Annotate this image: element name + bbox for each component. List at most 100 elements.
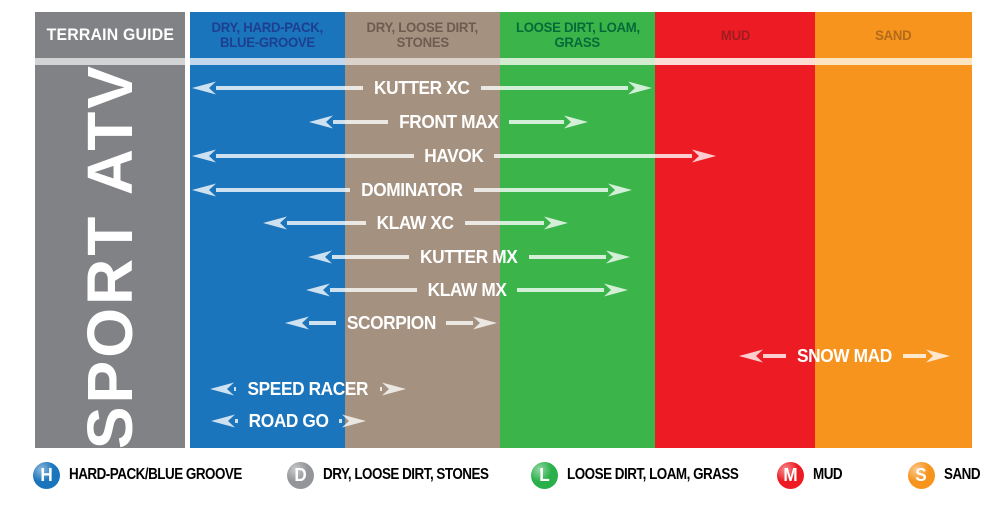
tire-range-row: DOMINATOR (192, 179, 633, 200)
legend-label: SAND (944, 466, 981, 483)
legend-item: H HARD-PACK/BLUE GROOVE (33, 461, 275, 489)
tire-name: KLAW XC (377, 212, 455, 233)
legend-circle-icon: H (33, 461, 60, 489)
tire-range-row: KLAW XC (263, 212, 569, 233)
arrowhead-right-icon (692, 149, 717, 163)
column-header-line2: GRASS (554, 34, 601, 50)
legend-item: D DRY, LOOSE DIRT, STONES (287, 461, 520, 489)
arrowhead-left-icon (309, 115, 333, 129)
arrow-line (235, 419, 238, 423)
legend-letter: M (783, 465, 798, 485)
arrowhead-left-icon (192, 149, 216, 163)
legend-letter: L (539, 465, 550, 485)
arrowhead-left-icon (192, 183, 216, 197)
legend-circle-icon: S (908, 461, 935, 489)
arrow-line (493, 154, 693, 158)
legend-label: LOOSE DIRT, LOAM, GRASS (567, 466, 739, 483)
tire-range-row: ROAD GO (211, 410, 367, 431)
arrow-line (309, 321, 336, 325)
arrow-line (332, 255, 410, 259)
tire-name: KUTTER MX (420, 246, 518, 267)
tire-range-row: KUTTER MX (308, 247, 630, 267)
arrow-line (517, 288, 605, 292)
arrowhead-right-icon (564, 115, 589, 129)
arrow-line (216, 188, 351, 192)
arrow-line (287, 221, 367, 225)
arrowhead-left-icon (210, 382, 234, 396)
arrowhead-left-icon (285, 316, 309, 330)
column-header-line1: LOOSE DIRT, LOAM, (515, 19, 640, 35)
tire-name: SNOW MAD (797, 345, 892, 366)
column-header-line1: DRY, LOOSE DIRT, (366, 19, 479, 35)
tire-name: FRONT MAX (398, 111, 499, 132)
arrow-line (216, 86, 364, 90)
arrowhead-left-icon (192, 81, 216, 95)
sport-atv-sidebar: SPORT ATV (35, 63, 185, 450)
column-header: MUD (655, 12, 815, 58)
arrowhead-right-icon (606, 250, 630, 264)
column-separator-strip (500, 58, 655, 65)
column-header: LOOSE DIRT, LOAM, GRASS (500, 12, 655, 58)
legend-circle-icon: M (777, 461, 804, 489)
column-body (815, 65, 972, 448)
arrow-line (509, 120, 565, 124)
arrow-line (330, 288, 417, 292)
tire-name: ROAD GO (248, 410, 329, 431)
arrowhead-right-icon (628, 81, 652, 95)
arrow-line (902, 354, 927, 358)
column-header-line2: BLUE-GROOVE (220, 34, 315, 50)
arrow-line (480, 86, 628, 90)
tire-name: HAVOK (424, 145, 484, 166)
terrain-guide-separator-strip (35, 58, 185, 65)
arrow-line (216, 154, 415, 158)
legend-item: S SAND (908, 461, 987, 489)
column-separator-strip (655, 58, 815, 65)
legend-letter: D (294, 465, 307, 485)
column-header: SAND (815, 12, 972, 58)
arrowhead-right-icon (608, 183, 633, 197)
arrow-line (339, 419, 343, 423)
tire-name: DOMINATOR (361, 179, 463, 200)
legend-label: HARD-PACK/BLUE GROOVE (69, 466, 242, 483)
legend-circle-icon: L (531, 461, 558, 489)
arrow-line (446, 321, 473, 325)
arrow-line (379, 387, 383, 391)
tire-range-row: SCORPION (285, 313, 497, 333)
legend-letter: H (40, 465, 53, 485)
arrow-line (473, 188, 609, 192)
column-header: DRY, LOOSE DIRT, STONES (345, 12, 500, 58)
arrowhead-left-icon (308, 250, 332, 264)
arrowhead-right-icon (382, 382, 407, 396)
column-separator-strip (815, 58, 972, 65)
legend-circle-icon: D (287, 461, 314, 489)
tire-name: KUTTER XC (374, 77, 470, 98)
arrowhead-right-icon (473, 316, 497, 330)
arrowhead-right-icon (342, 414, 367, 428)
column-header-line1: DRY, HARD-PACK, (211, 19, 324, 35)
column-header: DRY, HARD-PACK, BLUE-GROOVE (190, 12, 345, 58)
tire-range-row: HAVOK (192, 145, 717, 166)
legend-letter: S (915, 465, 928, 485)
column-separator-strip (345, 58, 500, 65)
legend-label: DRY, LOOSE DIRT, STONES (323, 466, 489, 483)
column-header-line2: STONES (396, 34, 449, 50)
arrow-line (763, 354, 787, 358)
tire-range-row: FRONT MAX (309, 111, 589, 132)
arrow-line (234, 387, 237, 391)
arrow-line (464, 221, 545, 225)
arrowhead-right-icon (926, 349, 951, 363)
tire-range-row: KUTTER XC (192, 78, 652, 98)
arrow-line (333, 120, 388, 124)
tire-range-row: SPEED RACER (210, 379, 407, 399)
arrowhead-left-icon (306, 283, 330, 297)
sport-atv-label: SPORT ATV (74, 63, 146, 450)
tire-range-row: KLAW MX (306, 280, 629, 300)
column-separator-strip (190, 58, 345, 65)
legend-item: L LOOSE DIRT, LOAM, GRASS (531, 461, 771, 489)
tire-name: SCORPION (346, 312, 436, 333)
column-header-line1: MUD (720, 26, 750, 43)
legend-item: M MUD (777, 461, 848, 489)
column-header-line1: SAND (875, 26, 912, 43)
arrowhead-left-icon (211, 414, 235, 428)
